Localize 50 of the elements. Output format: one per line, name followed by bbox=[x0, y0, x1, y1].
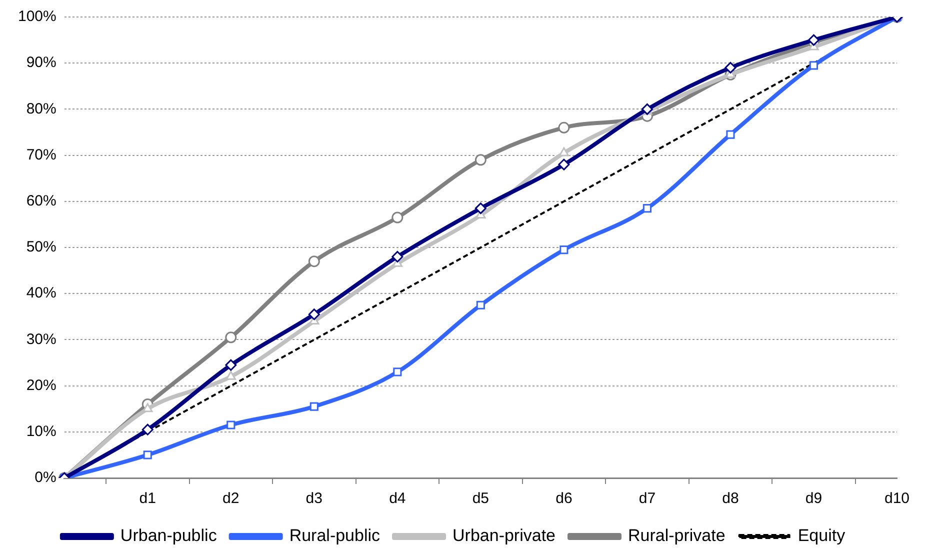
point bbox=[142, 424, 154, 436]
point bbox=[474, 202, 486, 214]
point bbox=[558, 122, 570, 134]
y-tick-label: 30% bbox=[26, 330, 56, 348]
point bbox=[726, 130, 735, 139]
point bbox=[226, 420, 236, 430]
x-tick-label: d4 bbox=[389, 490, 406, 508]
x-tick-label: d10 bbox=[884, 490, 910, 508]
point bbox=[724, 62, 736, 74]
y-tick-label: 40% bbox=[26, 284, 56, 302]
y-tick-label: 60% bbox=[26, 192, 56, 210]
y-tick-label: 100% bbox=[18, 8, 56, 26]
y-tick-label: 70% bbox=[26, 146, 56, 164]
y-tick-label: 20% bbox=[26, 376, 56, 394]
point bbox=[308, 256, 320, 268]
x-tick-label: d7 bbox=[638, 490, 656, 508]
point bbox=[808, 34, 820, 46]
x-tick-label: d3 bbox=[306, 490, 322, 508]
point bbox=[560, 246, 568, 254]
point bbox=[558, 147, 570, 156]
legend-label: Urban-public bbox=[120, 526, 218, 546]
y-tick-label: 50% bbox=[26, 238, 56, 256]
point bbox=[142, 403, 153, 412]
x-tick-label: d2 bbox=[222, 490, 240, 508]
point bbox=[392, 250, 404, 262]
point bbox=[310, 402, 318, 411]
point bbox=[558, 158, 570, 170]
y-tick-label: 10% bbox=[26, 423, 56, 440]
x-tick-label: d6 bbox=[556, 490, 572, 508]
point bbox=[308, 308, 320, 320]
legend-label: Urban-private bbox=[452, 526, 556, 546]
legend-label: Rural-public bbox=[289, 526, 381, 546]
point bbox=[225, 359, 237, 371]
x-tick-label: d1 bbox=[139, 490, 156, 508]
point bbox=[225, 332, 237, 344]
point bbox=[393, 368, 402, 376]
point bbox=[476, 300, 485, 310]
legend-label: Equity bbox=[798, 526, 846, 546]
y-tick-label: 80% bbox=[26, 100, 56, 118]
x-tick-label: d9 bbox=[805, 490, 822, 508]
x-tick-label: d8 bbox=[722, 490, 739, 508]
y-tick-label: 0% bbox=[34, 469, 56, 486]
point bbox=[143, 450, 152, 460]
point bbox=[642, 204, 652, 213]
y-tick-label: 90% bbox=[26, 54, 56, 72]
point bbox=[392, 212, 404, 224]
point bbox=[474, 154, 486, 166]
legend-label: Rural-private bbox=[628, 526, 726, 546]
x-tick-label: d5 bbox=[472, 490, 490, 508]
point bbox=[809, 61, 818, 70]
